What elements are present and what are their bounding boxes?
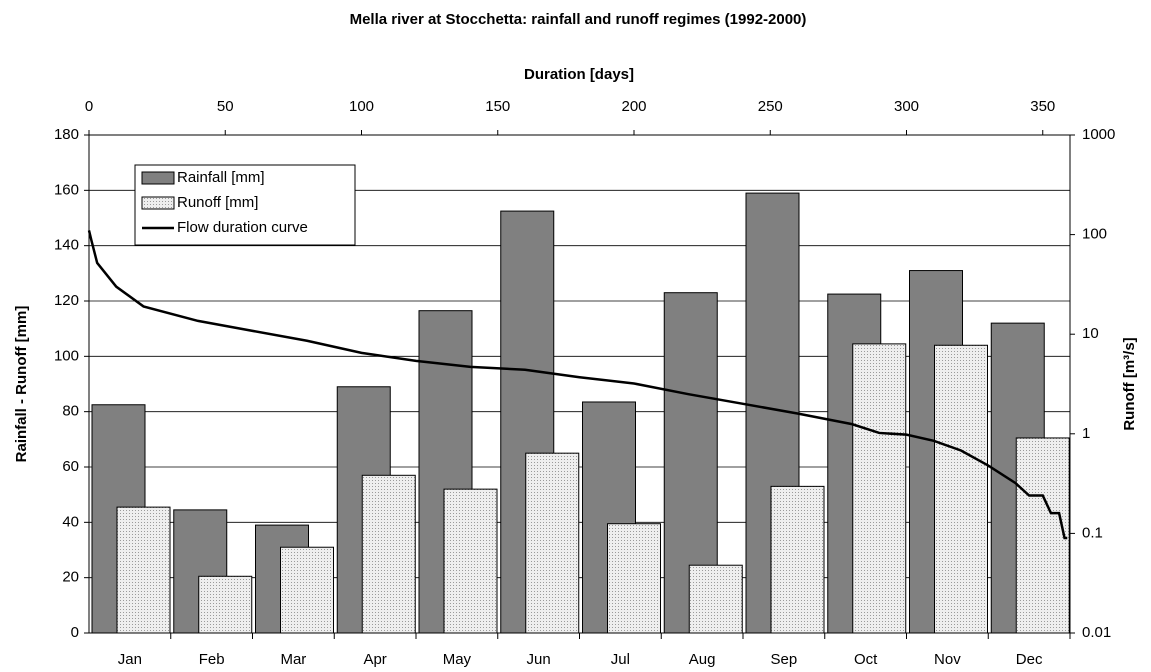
y-tick-label: 40 [62,513,79,530]
x-tick-label: Mar [280,651,306,668]
bar [280,546,334,634]
y-tick-label: 20 [62,569,79,586]
legend-label: Rainfall [mm] [177,169,265,186]
x2-tick-label: 350 [1030,98,1055,115]
bar [1015,437,1070,634]
bar [607,523,661,634]
x-tick-label: Jul [611,651,630,668]
y-tick-label: 180 [54,126,79,143]
x2-tick-label: 300 [894,98,919,115]
legend-swatch [141,196,175,210]
x-tick-label: May [443,651,472,668]
bar [688,564,743,634]
bar [361,474,416,634]
x2-tick-label: 50 [217,98,234,115]
x-tick-label: Jun [527,651,551,668]
x-tick-label: Apr [363,651,386,668]
y-tick-label: 60 [62,458,79,475]
y-tick-label: 100 [54,347,79,364]
bar [116,506,171,634]
y-tick-label: 140 [54,237,79,254]
y-tick-label: 160 [54,181,79,198]
x2-axis-title: Duration [days] [524,66,634,83]
x-tick-label: Feb [199,651,225,668]
legend-swatch [141,171,175,185]
bar [934,344,988,634]
x-tick-label: Sep [771,651,798,668]
x2-tick-label: 100 [349,98,374,115]
line [87,230,1068,540]
y2-tick-label: 0.01 [1082,624,1111,641]
y2-axis-title: Runoff [m³/s] [1121,337,1138,430]
y-tick-label: 80 [62,403,79,420]
y2-tick-label: 1 [1082,425,1090,442]
x-tick-label: Oct [854,651,878,668]
x2-tick-label: 250 [758,98,783,115]
y2-tick-label: 1000 [1082,126,1115,143]
x-tick-label: Aug [689,651,716,668]
bar [852,343,907,634]
x2-tick-label: 150 [485,98,510,115]
y2-tick-label: 100 [1082,226,1107,243]
chart-title: Mella river at Stocchetta: rainfall and … [350,11,807,28]
y2-tick-label: 0.1 [1082,524,1103,541]
y-tick-label: 0 [71,624,79,641]
x2-tick-label: 0 [85,98,93,115]
y2-tick-label: 10 [1082,325,1099,342]
bar [770,485,825,634]
bar [443,488,498,634]
bar [198,575,253,634]
legend-label: Runoff [mm] [177,194,258,211]
x2-tick-label: 200 [621,98,646,115]
bar [525,452,580,634]
x-tick-label: Nov [934,651,961,668]
y-axis-title: Rainfall - Runoff [mm] [13,306,30,463]
y-tick-label: 120 [54,292,79,309]
legend-label: Flow duration curve [177,219,308,236]
x-tick-label: Dec [1016,651,1043,668]
x-tick-label: Jan [118,651,142,668]
